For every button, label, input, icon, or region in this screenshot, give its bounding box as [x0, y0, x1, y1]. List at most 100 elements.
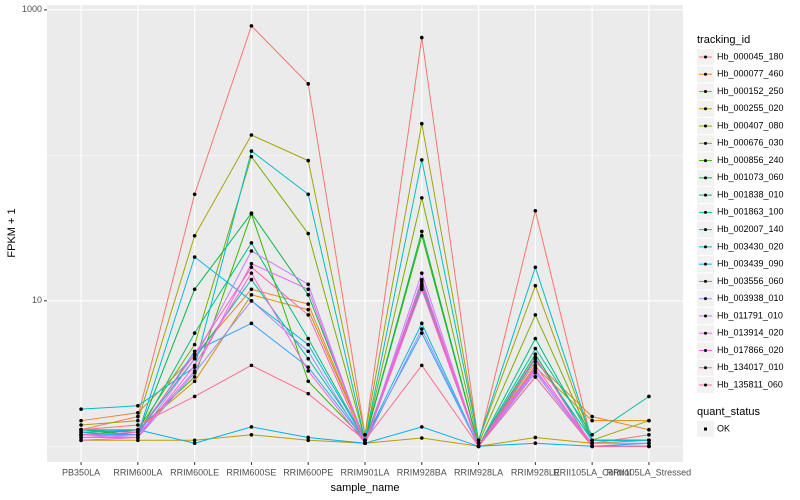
data-point [249, 249, 254, 253]
legend-point [704, 124, 707, 128]
data-point [306, 82, 311, 86]
data-point [306, 313, 311, 317]
data-point [647, 438, 651, 443]
data-point [306, 287, 311, 292]
legend-point [704, 141, 707, 145]
data-point [306, 158, 311, 163]
data-point [249, 277, 254, 282]
data-point [419, 121, 424, 126]
legend-label: OK [717, 423, 730, 433]
data-point [249, 287, 254, 292]
grid [47, 5, 683, 462]
x-tick-label: RRIM928LE [511, 467, 560, 477]
data-point [533, 283, 538, 288]
data-point [136, 414, 140, 419]
y-tick-label: 10 [32, 295, 42, 305]
legend-label: Hb_000676_030 [717, 138, 784, 148]
data-point [647, 432, 651, 437]
data-point [249, 241, 254, 245]
data-point [590, 444, 594, 449]
data-point [79, 430, 83, 435]
data-point [192, 356, 197, 361]
data-point [79, 407, 83, 411]
data-point [79, 423, 83, 427]
legend-label: Hb_003439_090 [717, 259, 784, 269]
data-point [249, 265, 254, 270]
data-point [590, 414, 594, 419]
legend-label: Hb_017866_020 [717, 345, 784, 355]
data-point [419, 271, 424, 275]
data-point [533, 369, 538, 373]
legend-point [704, 297, 707, 301]
data-point [249, 299, 254, 303]
data-point [533, 346, 538, 351]
legend-label: Hb_134017_010 [717, 362, 784, 372]
legend-label: Hb_000856_240 [717, 155, 784, 165]
data-point [419, 425, 424, 429]
data-point [647, 427, 651, 432]
data-point [306, 349, 311, 354]
data-point [192, 352, 197, 356]
y-tick-label: 1000 [22, 4, 42, 14]
x-tick-label: RRIM600SE [226, 467, 276, 477]
data-point [306, 336, 311, 341]
legend-title: tracking_id [697, 34, 750, 46]
data-point [306, 438, 311, 443]
data-point [136, 432, 140, 437]
legend-point [704, 279, 707, 283]
data-point [647, 394, 651, 399]
x-tick-label: RRII105LA_Control [553, 467, 631, 477]
data-point [249, 211, 254, 216]
legend-point [704, 90, 707, 94]
legend-label: Hb_003938_010 [717, 293, 784, 303]
data-point [647, 441, 651, 446]
legend-label: Hb_003430_020 [717, 241, 784, 251]
data-point [363, 432, 367, 437]
legend-label: Hb_000045_180 [717, 51, 784, 61]
x-tick-label: RRIM901LA [340, 467, 389, 477]
x-tick-label: RRIM600LE [170, 467, 219, 477]
data-point [79, 435, 83, 440]
data-point [79, 427, 83, 432]
data-point [363, 438, 367, 443]
data-point [136, 427, 140, 432]
data-point [590, 432, 594, 437]
data-point [192, 192, 197, 197]
legend-point [704, 314, 707, 318]
x-tick-label: RRIM600LA [113, 467, 162, 477]
data-point [192, 331, 197, 335]
legend-point [704, 55, 707, 59]
data-point [419, 331, 424, 335]
data-point [533, 355, 538, 359]
legend-label: Hb_002007_140 [717, 224, 784, 234]
data-point [590, 441, 594, 446]
legend-label: Hb_000152_250 [717, 86, 784, 96]
data-point [136, 418, 140, 423]
x-tick-label: RRIM928LA [454, 467, 503, 477]
data-point [419, 35, 424, 40]
data-point [476, 444, 481, 449]
data-point [192, 349, 197, 354]
data-point [306, 282, 311, 287]
data-point [192, 438, 197, 443]
data-point [419, 282, 424, 287]
data-point [419, 327, 424, 331]
data-point [79, 432, 83, 437]
legend-point [704, 427, 707, 431]
data-point [419, 321, 424, 326]
data-point [306, 391, 311, 396]
data-point [79, 438, 83, 443]
legend: Hb_000045_180 Hb_000077_460 Hb_000152_250 H… [697, 49, 784, 437]
legend-label: Hb_001863_100 [717, 207, 784, 217]
data-point [249, 293, 254, 297]
data-point [647, 418, 651, 423]
legend-label: Hb_011791_010 [717, 310, 783, 320]
x-tick-label: RRIM600PE [283, 467, 333, 477]
data-point [533, 336, 538, 341]
points [79, 24, 651, 449]
data-point [363, 441, 367, 446]
x-tick-label: RRII105LA_Stressed [607, 467, 692, 477]
legend-label: Hb_001838_010 [717, 189, 784, 199]
data-point [79, 418, 83, 423]
